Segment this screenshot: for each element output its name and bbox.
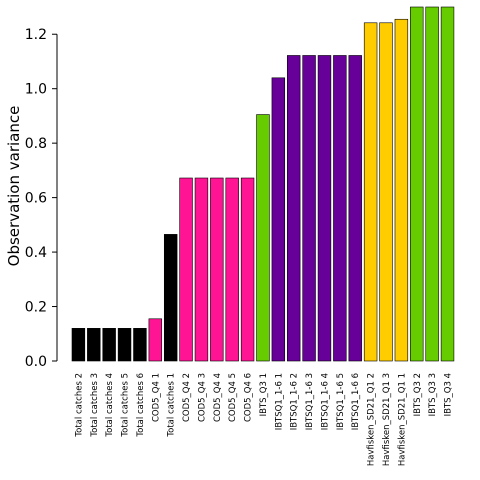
y-tick-label: 1.2 [25, 27, 47, 43]
bar [225, 177, 239, 362]
x-tick-label: Havfisken_SD21_Q1 3 [382, 373, 392, 466]
y-tick-label: 0.8 [25, 136, 47, 152]
x-tick-label: COD5_Q4 3 [197, 373, 207, 422]
x-tick-label: IBTSQ1_1-6 3 [305, 373, 315, 430]
bars-group [71, 6, 455, 362]
x-tick-label: COD5_Q4 4 [213, 373, 223, 422]
y-axis-title: Observation variance [5, 106, 23, 267]
bar [425, 6, 439, 362]
bar [379, 22, 393, 362]
x-tick-label: IBTS_Q3 3 [428, 373, 438, 416]
x-tick-label: Havfisken_SD21_Q1 1 [397, 373, 407, 466]
x-tick-label: Total catches 1 [167, 373, 177, 438]
bar [287, 55, 301, 362]
x-tick-label: IBTSQ1_1-6 5 [336, 373, 346, 430]
x-tick-label: Total catches 5 [121, 373, 131, 438]
y-tick-label: 0.4 [25, 245, 47, 261]
bar [440, 6, 455, 362]
x-tick-label: COD5_Q4 5 [228, 373, 238, 422]
x-tick-label: COD5_Q4 2 [182, 373, 192, 422]
bar [348, 55, 362, 362]
bar [194, 177, 209, 362]
bar [179, 177, 193, 362]
bar [256, 114, 270, 362]
x-tick-label: IBTS_Q3 2 [413, 373, 423, 416]
x-tick-label: Total catches 3 [90, 373, 100, 438]
bar [240, 177, 255, 362]
bar [148, 318, 162, 362]
x-tick-label: Total catches 2 [74, 373, 84, 438]
x-tick-label: Total catches 6 [136, 373, 146, 438]
bar [163, 234, 178, 362]
bar [317, 55, 332, 362]
bar [71, 328, 86, 362]
bar [302, 55, 316, 362]
bar [210, 177, 224, 362]
y-tick-label: 0.6 [25, 191, 47, 207]
bar [394, 18, 409, 362]
x-tick-label: IBTS_Q3 4 [444, 373, 454, 416]
x-tick-label: Total catches 4 [105, 373, 115, 438]
y-tick-label: 0.2 [25, 300, 47, 316]
x-tick-label: IBTSQ1_1-6 1 [274, 373, 284, 430]
bar [102, 328, 116, 362]
x-tick-label: IBTSQ1_1-6 6 [351, 373, 361, 430]
x-tick-label: IBTSQ1_1-6 4 [320, 373, 330, 430]
y-tick-label: 0.0 [25, 354, 47, 370]
x-tick-label: Havfisken_SD21_Q1 2 [367, 373, 377, 466]
bar [271, 77, 286, 362]
y-tick-label: 1.0 [25, 82, 47, 98]
x-tick-labels: Total catches 2 Total catches 3 Total catc… [74, 373, 453, 466]
bar [133, 328, 147, 362]
x-tick-label: COD5_Q4 1 [151, 373, 161, 422]
x-tick-label: IBTSQ1_1-6 2 [290, 373, 300, 430]
bar [333, 55, 347, 362]
y-axis: 0.0 0.2 0.4 0.6 0.8 1.0 1.2 [25, 27, 58, 370]
bar [363, 22, 378, 362]
bar [87, 328, 101, 362]
bar [410, 6, 424, 362]
x-tick-label: COD5_Q4 6 [244, 373, 254, 422]
x-tick-label: IBTS_Q3 1 [259, 373, 269, 416]
bar [117, 328, 132, 362]
